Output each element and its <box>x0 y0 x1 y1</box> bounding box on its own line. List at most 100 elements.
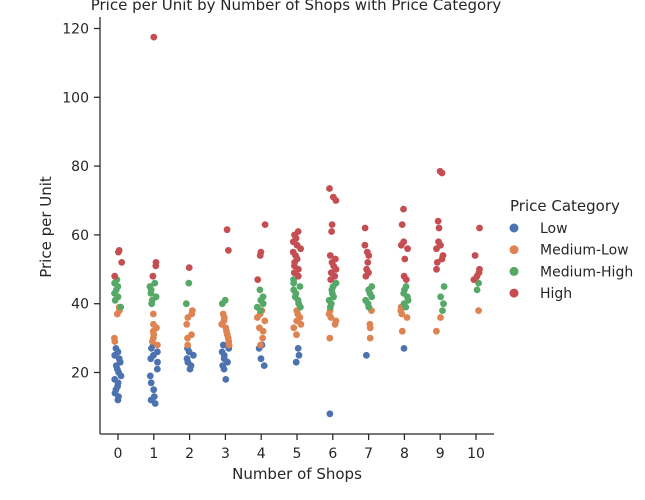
point-high <box>398 221 406 229</box>
point-medium-low <box>184 341 192 349</box>
point-high <box>400 238 408 246</box>
point-high <box>363 248 371 256</box>
point-high <box>363 265 370 273</box>
point-medium-high <box>437 293 444 301</box>
point-medium-low <box>111 334 118 342</box>
point-high <box>185 264 193 271</box>
point-high <box>328 221 336 229</box>
x-tick-label: 0 <box>114 446 123 462</box>
point-medium-high <box>182 300 190 308</box>
point-medium-low <box>326 334 334 342</box>
point-high <box>439 252 447 259</box>
point-medium-low <box>398 327 406 335</box>
point-low <box>183 355 191 363</box>
point-high <box>400 205 407 213</box>
x-tick-label: 1 <box>149 446 158 462</box>
point-high <box>332 255 339 263</box>
x-axis-label: Number of Shops <box>232 465 362 483</box>
point-high <box>404 245 411 253</box>
x-tick-label: 5 <box>293 446 302 462</box>
legend-label-medium-low: Medium-Low <box>540 243 629 259</box>
point-low <box>153 365 161 373</box>
legend-title: Price Category <box>510 197 620 215</box>
point-low <box>260 362 268 369</box>
point-low <box>295 351 303 359</box>
point-low <box>294 345 302 352</box>
point-high <box>471 252 479 259</box>
legend-items: Low Medium-Low Medium-High High <box>509 221 633 302</box>
point-medium-low <box>219 310 227 318</box>
point-high <box>361 224 369 232</box>
point-medium-high <box>473 286 481 294</box>
point-medium-low <box>257 341 264 349</box>
point-medium-high <box>362 296 369 304</box>
x-tick-label: 8 <box>400 446 409 462</box>
point-high <box>433 265 440 273</box>
point-medium-high <box>151 279 159 287</box>
point-low <box>363 351 370 359</box>
point-medium-low <box>475 307 482 314</box>
point-high <box>111 272 119 280</box>
point-medium-low <box>183 320 191 328</box>
point-low <box>400 345 408 352</box>
legend-label-high: High <box>540 286 572 302</box>
x-tick-label: 10 <box>467 446 485 462</box>
point-high <box>294 228 302 235</box>
point-low <box>150 386 158 394</box>
y-axis-ticks: 20 40 60 80 100 120 <box>62 22 100 382</box>
y-tick-label: 100 <box>62 90 89 106</box>
point-low <box>112 345 120 352</box>
legend-label-medium-high: Medium-High <box>540 264 633 280</box>
point-medium-low <box>433 327 440 335</box>
y-tick-label: 120 <box>62 22 89 38</box>
point-medium-high <box>185 279 193 287</box>
point-low <box>219 362 227 369</box>
x-tick-label: 7 <box>364 446 373 462</box>
point-high <box>476 265 483 273</box>
point-high <box>261 221 269 229</box>
x-tick-label: 3 <box>221 446 230 462</box>
point-medium-low <box>437 314 444 321</box>
point-high <box>149 272 157 280</box>
point-high <box>436 167 444 175</box>
point-low <box>222 376 230 383</box>
point-high <box>223 226 231 234</box>
point-high <box>328 228 335 235</box>
point-low <box>111 376 119 383</box>
point-medium-low <box>154 341 161 349</box>
point-low <box>292 358 300 366</box>
point-low <box>257 355 265 363</box>
x-tick-label: 2 <box>185 446 194 462</box>
point-medium-high <box>440 300 447 308</box>
point-medium-high <box>296 283 304 290</box>
point-medium-high <box>117 303 125 311</box>
point-medium-high <box>253 303 261 311</box>
legend-marker-high <box>509 288 519 298</box>
point-high <box>434 217 442 225</box>
point-medium-low <box>188 331 195 339</box>
point-medium-low <box>290 324 298 332</box>
point-low <box>147 379 155 387</box>
legend-label-low: Low <box>540 221 568 237</box>
point-high <box>435 224 443 232</box>
point-medium-high <box>256 286 264 294</box>
y-axis-label: Price per Unit <box>37 176 55 278</box>
point-medium-high <box>332 279 340 287</box>
legend: Price Category Low Medium-Low Medium-High H… <box>509 197 633 302</box>
point-medium-high <box>439 307 446 314</box>
point-medium-high <box>440 283 448 290</box>
point-high <box>326 252 334 259</box>
point-low <box>150 393 158 400</box>
point-medium-low <box>259 334 267 342</box>
y-tick-label: 40 <box>71 297 89 313</box>
y-tick-label: 60 <box>71 228 89 244</box>
point-medium-high <box>146 283 154 290</box>
point-medium-low <box>293 331 300 339</box>
point-low <box>218 348 226 356</box>
point-medium-high <box>368 283 376 290</box>
point-high <box>435 238 442 246</box>
point-high <box>115 247 123 254</box>
point-low <box>154 348 161 356</box>
chart-title: Price per Unit by Number of Shops with P… <box>91 0 502 14</box>
